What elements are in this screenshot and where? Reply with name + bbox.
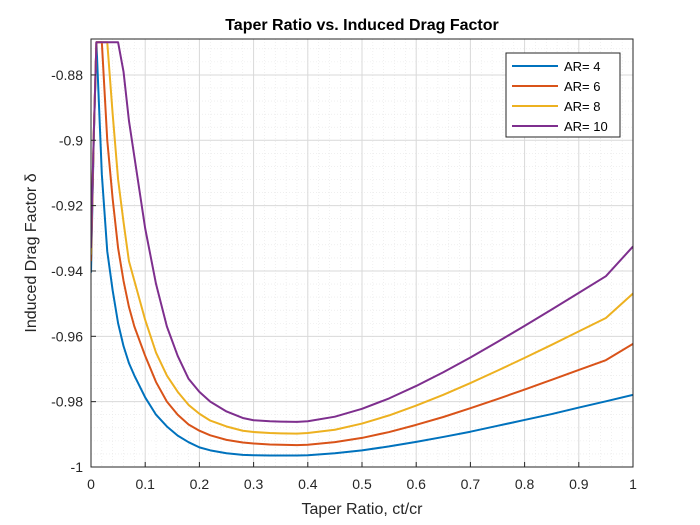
y-axis-label: Induced Drag Factor δ [23, 173, 40, 332]
x-tick-label: 0.8 [515, 476, 535, 492]
series-line [91, 41, 633, 435]
y-tick-label: -0.9 [59, 132, 83, 148]
series-line [91, 41, 633, 447]
legend-label: AR= 8 [564, 99, 601, 114]
x-tick-label: 0.1 [135, 476, 155, 492]
x-axis-label: Taper Ratio, ct/cr [302, 501, 424, 518]
x-tick-label: 0.6 [406, 476, 426, 492]
y-tick-label: -0.88 [51, 67, 83, 83]
series-lines [91, 41, 633, 457]
y-axis-ticks: -1 -0.98 -0.96 -0.94 -0.92 -0.9 -0.88 [51, 67, 96, 475]
major-grid [90, 39, 634, 468]
legend: AR= 4 AR= 6 AR= 8 AR= 10 [505, 52, 621, 138]
x-tick-label: 0.7 [461, 476, 481, 492]
legend-label: AR= 10 [564, 119, 608, 134]
y-tick-label: -1 [71, 459, 84, 475]
x-tick-label: 1 [629, 476, 637, 492]
y-tick-label: -0.92 [51, 198, 83, 214]
x-tick-label: 0 [87, 476, 95, 492]
y-tick-label: -0.96 [51, 328, 83, 344]
legend-label: AR= 6 [564, 79, 601, 94]
chart-title: Taper Ratio vs. Induced Drag Factor [225, 17, 499, 34]
x-tick-label: 0.3 [244, 476, 264, 492]
x-tick-label: 0.9 [569, 476, 589, 492]
series-line [91, 41, 633, 423]
series-line [91, 41, 633, 457]
x-tick-label: 0.2 [190, 476, 210, 492]
y-tick-label: -0.94 [51, 263, 83, 279]
y-tick-label: -0.98 [51, 394, 83, 410]
x-tick-label: 0.4 [298, 476, 318, 492]
x-tick-label: 0.5 [352, 476, 372, 492]
x-axis-ticks: 0 0.1 0.2 0.3 0.4 0.5 0.6 0.7 0.8 0.9 1 [87, 462, 637, 492]
legend-label: AR= 4 [564, 59, 601, 74]
